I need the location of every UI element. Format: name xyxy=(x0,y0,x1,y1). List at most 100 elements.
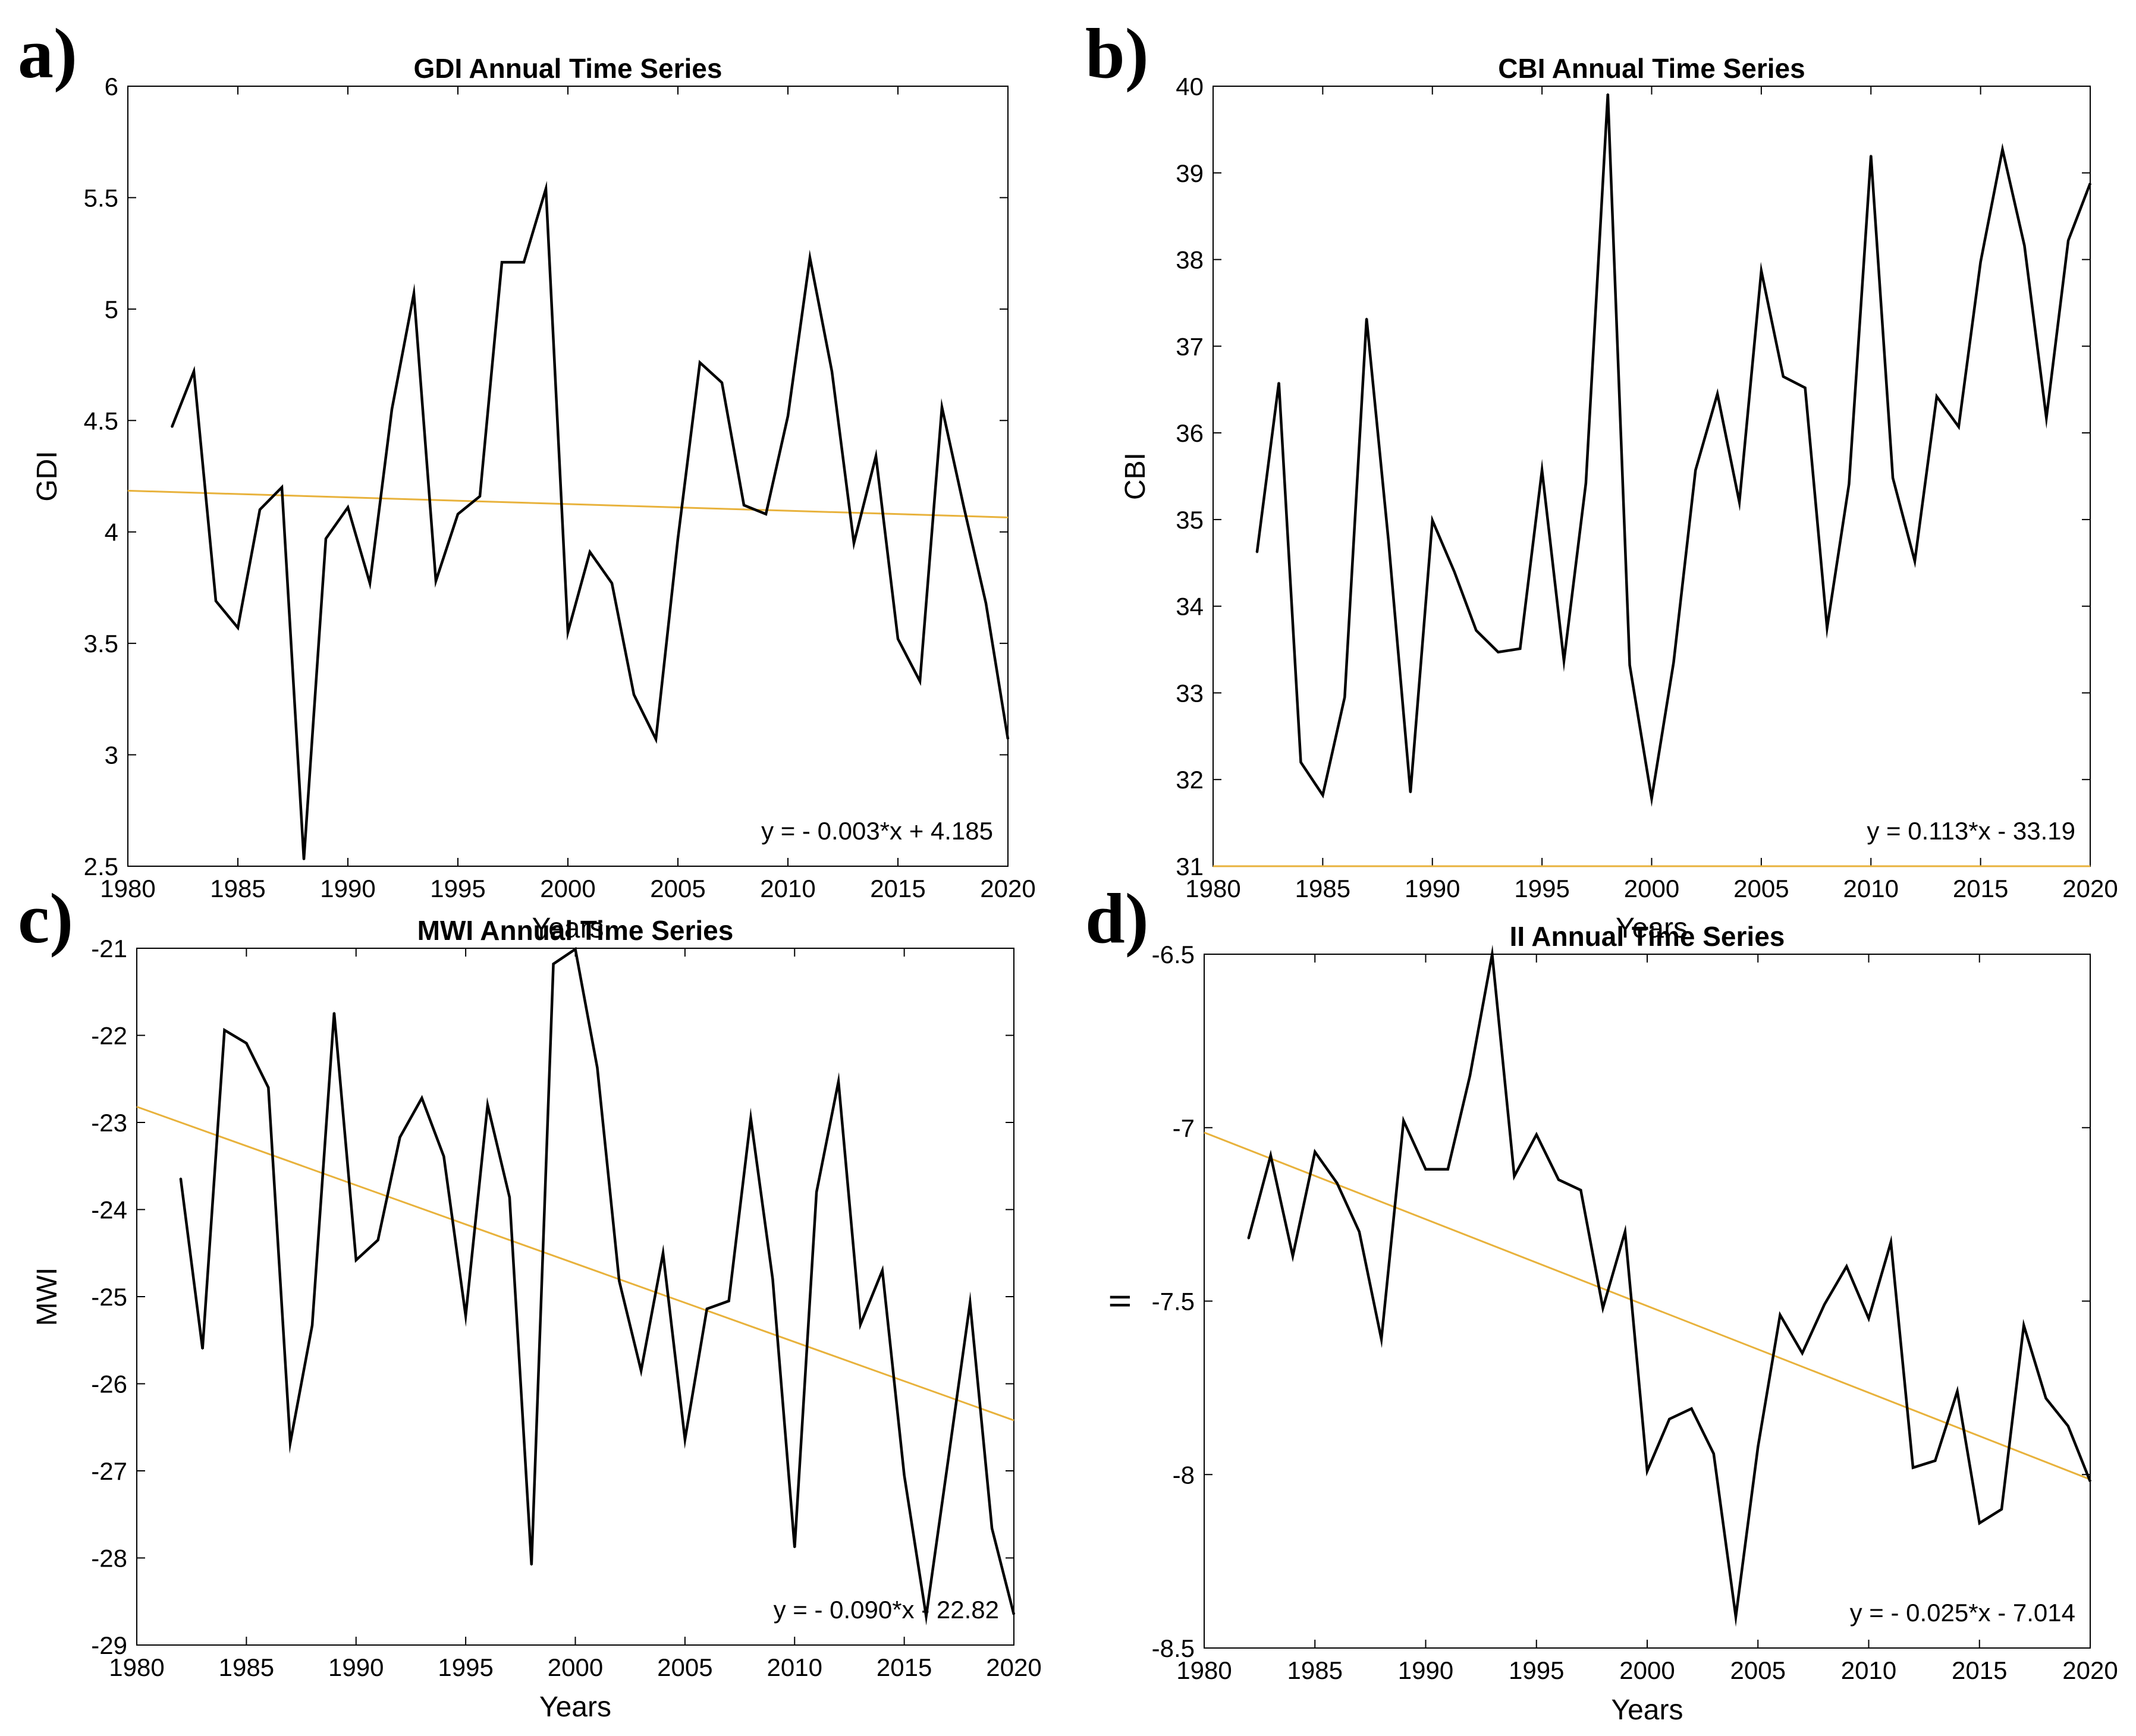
data-point xyxy=(413,293,415,294)
data-point xyxy=(1651,798,1653,800)
panel-b: b) CBI Annual Time Series Years CBI y = … xyxy=(1085,14,2118,944)
data-point xyxy=(1007,738,1009,740)
data-point xyxy=(2089,183,2091,184)
x-tick-label: 2010 xyxy=(1841,1656,1896,1684)
x-tick-label: 2020 xyxy=(986,1653,1041,1681)
trend-equation: y = - 0.025*x - 7.014 xyxy=(1850,1599,2075,1627)
data-point xyxy=(1978,1522,1980,1524)
data-point xyxy=(2000,1508,2003,1510)
data-point xyxy=(1716,393,1719,395)
data-point xyxy=(875,455,877,457)
x-tick-label: 2005 xyxy=(1733,875,1789,902)
y-tick-label: 36 xyxy=(1176,419,1204,447)
data-point xyxy=(1738,501,1741,503)
data-point xyxy=(787,415,789,417)
data-point xyxy=(501,261,503,263)
data-point xyxy=(1365,317,1368,319)
x-axis-label: Years xyxy=(1612,1694,1683,1726)
data-point xyxy=(1380,1338,1383,1340)
x-tick-label: 1990 xyxy=(1405,875,1460,902)
y-tick-label: 37 xyxy=(1176,332,1204,360)
y-tick-label: -23 xyxy=(91,1109,127,1137)
data-point xyxy=(2045,1397,2047,1400)
x-tick-label: 1985 xyxy=(210,875,265,902)
y-tick-label: 6 xyxy=(105,73,118,100)
y-tick-label: 3.5 xyxy=(84,630,118,658)
data-point xyxy=(1673,662,1675,663)
x-tick-label: 1990 xyxy=(1398,1656,1453,1684)
data-point xyxy=(508,1196,511,1199)
data-point xyxy=(640,1370,642,1372)
data-point xyxy=(464,1315,467,1317)
y-tick-label: 4.5 xyxy=(84,407,118,435)
data-point xyxy=(325,537,327,540)
y-tick-label: 2.5 xyxy=(84,853,118,880)
data-point xyxy=(1513,1175,1515,1177)
y-tick-label: -24 xyxy=(91,1196,127,1224)
data-point xyxy=(399,1136,401,1139)
data-point xyxy=(1469,1075,1471,1077)
data-point xyxy=(1868,1317,1870,1319)
data-point xyxy=(794,1546,796,1549)
y-tick-label: -25 xyxy=(91,1283,127,1311)
data-point xyxy=(2067,1425,2069,1427)
y-tick-label: -29 xyxy=(91,1631,127,1659)
chart-title: II Annual Time Series xyxy=(1510,921,1785,952)
data-point xyxy=(991,1527,993,1529)
y-axis-label: MWI xyxy=(32,1268,63,1326)
x-tick-label: 1995 xyxy=(438,1653,493,1681)
data-point xyxy=(1535,1134,1537,1136)
data-point xyxy=(655,738,657,740)
data-point xyxy=(224,1029,225,1031)
x-tick-label: 1980 xyxy=(109,1653,164,1681)
y-axis-label: GDI xyxy=(32,451,63,501)
y-tick-label: 32 xyxy=(1176,766,1204,794)
data-point xyxy=(1322,794,1324,796)
data-point xyxy=(1314,1151,1316,1153)
data-point xyxy=(1557,1179,1560,1181)
data-point xyxy=(457,513,459,515)
chart-title: GDI Annual Time Series xyxy=(414,53,723,84)
panel-label: a) xyxy=(18,14,77,93)
data-point xyxy=(443,1155,445,1158)
panel-d: d) II Annual Time Series Years II y = - … xyxy=(1085,879,2118,1726)
data-point xyxy=(1624,1231,1626,1232)
trend-equation: y = - 0.090*x - 22.82 xyxy=(774,1596,999,1624)
data-point xyxy=(1607,93,1609,95)
data-point xyxy=(1669,1418,1670,1420)
x-tick-label: 2015 xyxy=(1953,875,2008,902)
data-point xyxy=(699,361,701,363)
x-tick-label: 2015 xyxy=(1952,1656,2007,1684)
data-point xyxy=(859,1323,862,1326)
data-point xyxy=(831,370,833,372)
data-point xyxy=(618,1280,620,1282)
panel-label: c) xyxy=(18,879,73,958)
data-point xyxy=(1936,395,1938,398)
y-tick-label: 34 xyxy=(1176,593,1204,621)
data-point xyxy=(1519,647,1521,650)
data-point xyxy=(1431,520,1433,521)
data-point xyxy=(919,680,921,683)
data-point xyxy=(1801,1352,1803,1354)
data-point xyxy=(1447,1168,1449,1171)
x-tick-label: 2010 xyxy=(767,1653,822,1681)
panel-label: d) xyxy=(1085,879,1149,958)
data-point xyxy=(486,1104,489,1106)
chart-title: CBI Annual Time Series xyxy=(1498,53,1805,84)
y-tick-label: 35 xyxy=(1176,506,1204,534)
data-point xyxy=(1846,1266,1848,1268)
data-point xyxy=(706,1308,708,1310)
data-point xyxy=(259,509,261,511)
y-tick-label: -6.5 xyxy=(1152,941,1195,968)
panel-a: a) GDI Annual Time Series Years GDI y = … xyxy=(18,14,1036,944)
x-tick-label: 2005 xyxy=(1730,1656,1786,1684)
data-point xyxy=(391,408,393,410)
x-axis-label: Years xyxy=(1616,913,1688,944)
data-point xyxy=(1713,1453,1714,1455)
y-tick-label: -7 xyxy=(1173,1114,1195,1142)
data-point xyxy=(567,631,569,633)
data-point xyxy=(545,188,547,190)
x-axis-label: Years xyxy=(539,1691,611,1723)
data-point xyxy=(1892,477,1894,479)
